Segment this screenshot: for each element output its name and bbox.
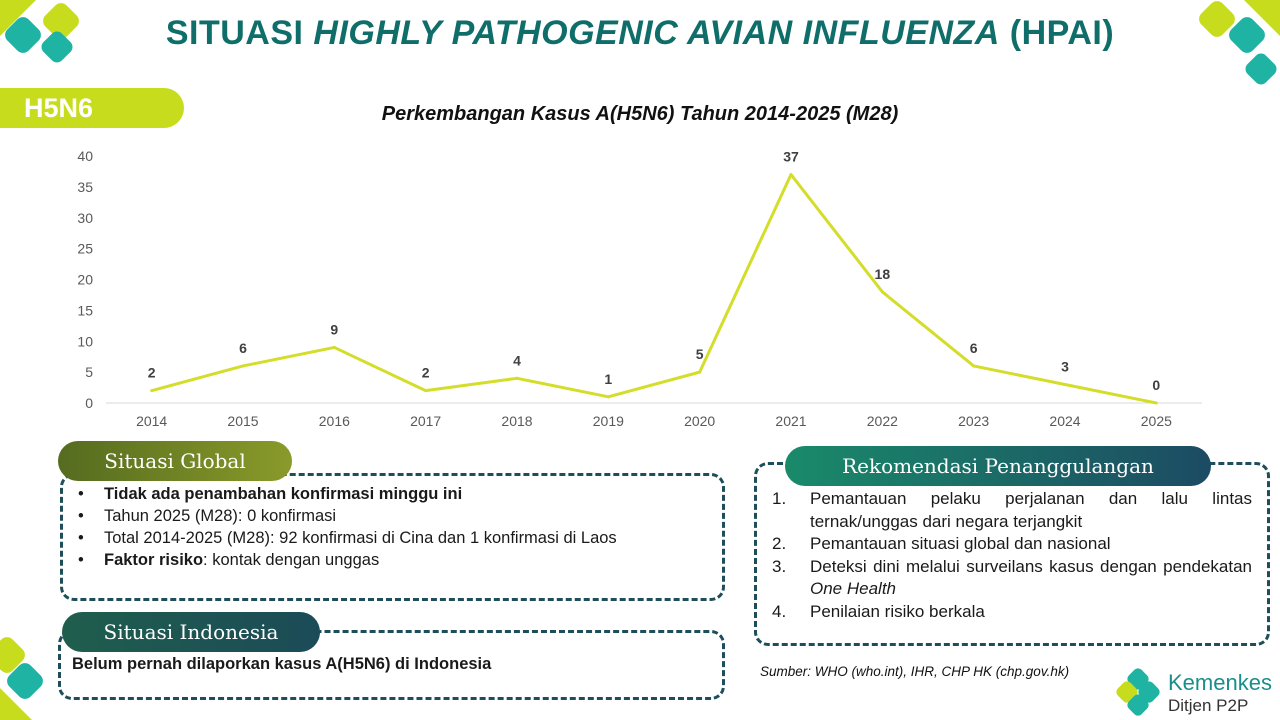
x-tick-label: 2023 — [958, 413, 989, 429]
indonesia-situation-heading: Situasi Indonesia — [62, 612, 320, 652]
data-point — [332, 345, 336, 349]
chart-title: Perkembangan Kasus A(H5N6) Tahun 2014-20… — [381, 103, 899, 125]
list-item: Tahun 2025 (M28): 0 konfirmasi — [76, 505, 709, 527]
data-point — [972, 364, 976, 368]
data-point — [1063, 382, 1067, 386]
data-label: 6 — [239, 340, 247, 356]
x-tick-label: 2025 — [1141, 413, 1172, 429]
global-situation-heading: Situasi Global — [58, 441, 292, 481]
data-point — [515, 376, 519, 380]
x-tick-label: 2017 — [410, 413, 441, 429]
y-tick-label: 10 — [77, 333, 93, 349]
y-tick-label: 5 — [85, 364, 93, 380]
list-item: 2. Pemantauan situasi global dan nasional — [772, 534, 1111, 553]
logo-subtitle: Ditjen P2P — [1168, 696, 1249, 715]
indonesia-situation-box — [58, 630, 725, 700]
kemenkes-logo-icon — [1116, 668, 1160, 716]
list-item: Total 2014-2025 (M28): 92 konfirmasi di … — [76, 527, 709, 549]
data-point — [241, 364, 245, 368]
list-item: 4. Penilaian risiko berkala — [772, 601, 985, 621]
y-tick-label: 30 — [77, 210, 93, 226]
list-item: 3. Deteksi dini melalui surveilans kasus … — [772, 556, 1252, 599]
y-tick-label: 0 — [85, 395, 93, 411]
recommendation-list: 1. Pemantauan pelaku perjalanan dan lalu … — [772, 488, 1252, 623]
x-tick-label: 2014 — [136, 413, 167, 429]
data-label: 3 — [1061, 358, 1069, 374]
x-tick-label: 2022 — [867, 413, 898, 429]
x-tick-label: 2020 — [684, 413, 715, 429]
data-label: 1 — [604, 371, 612, 387]
x-tick-label: 2019 — [593, 413, 624, 429]
y-tick-label: 20 — [77, 272, 93, 288]
logo-name: Kemenkes — [1168, 670, 1272, 695]
source-note: Sumber: WHO (who.int), IHR, CHP HK (chp.… — [760, 664, 1070, 679]
data-label: 2 — [422, 365, 430, 381]
x-tick-label: 2021 — [775, 413, 806, 429]
data-point — [880, 290, 884, 294]
data-label: 9 — [330, 321, 338, 337]
page-title: SITUASI HIGHLY PATHOGENIC AVIAN INFLUENZ… — [165, 14, 1115, 52]
x-tick-label: 2018 — [501, 413, 532, 429]
indonesia-situation-text: Belum pernah dilaporkan kasus A(H5N6) di… — [72, 655, 492, 673]
data-label: 37 — [783, 149, 799, 165]
kemenkes-logo: Kemenkes Ditjen P2P — [1116, 666, 1276, 718]
list-item: Tidak ada penambahan konfirmasi minggu i… — [76, 483, 709, 505]
virus-tag: H5N6 — [0, 88, 184, 128]
y-tick-label: 40 — [77, 148, 93, 164]
global-situation-box — [60, 473, 725, 601]
recommendation-heading: Rekomendasi Penanggulangan — [785, 446, 1211, 486]
data-point — [424, 389, 428, 393]
y-tick-label: 15 — [77, 302, 93, 318]
global-situation-list: Tidak ada penambahan konfirmasi minggu i… — [76, 483, 709, 571]
corner-decoration-top-left — [0, 0, 79, 63]
x-tick-label: 2016 — [319, 413, 350, 429]
data-point — [1154, 401, 1158, 405]
data-point — [150, 389, 154, 393]
data-label: 4 — [513, 352, 521, 368]
corner-decoration-bottom-left — [0, 637, 43, 720]
list-item: 1. Pemantauan pelaku perjalanan dan lalu … — [772, 489, 1252, 531]
x-tick-label: 2024 — [1049, 413, 1080, 429]
data-point — [698, 370, 702, 374]
y-tick-label: 25 — [77, 241, 93, 257]
x-tick-label: 2015 — [227, 413, 258, 429]
data-label: 2 — [148, 365, 156, 381]
data-label: 5 — [696, 346, 704, 362]
data-label: 18 — [875, 266, 891, 282]
data-point — [606, 395, 610, 399]
y-tick-label: 35 — [77, 179, 93, 195]
corner-decoration-top-right — [1199, 0, 1280, 85]
data-point — [789, 173, 793, 177]
data-label: 0 — [1152, 377, 1160, 393]
list-item: Faktor risiko: kontak dengan unggas — [76, 549, 709, 571]
data-label: 6 — [970, 340, 978, 356]
series-line — [151, 173, 1157, 405]
